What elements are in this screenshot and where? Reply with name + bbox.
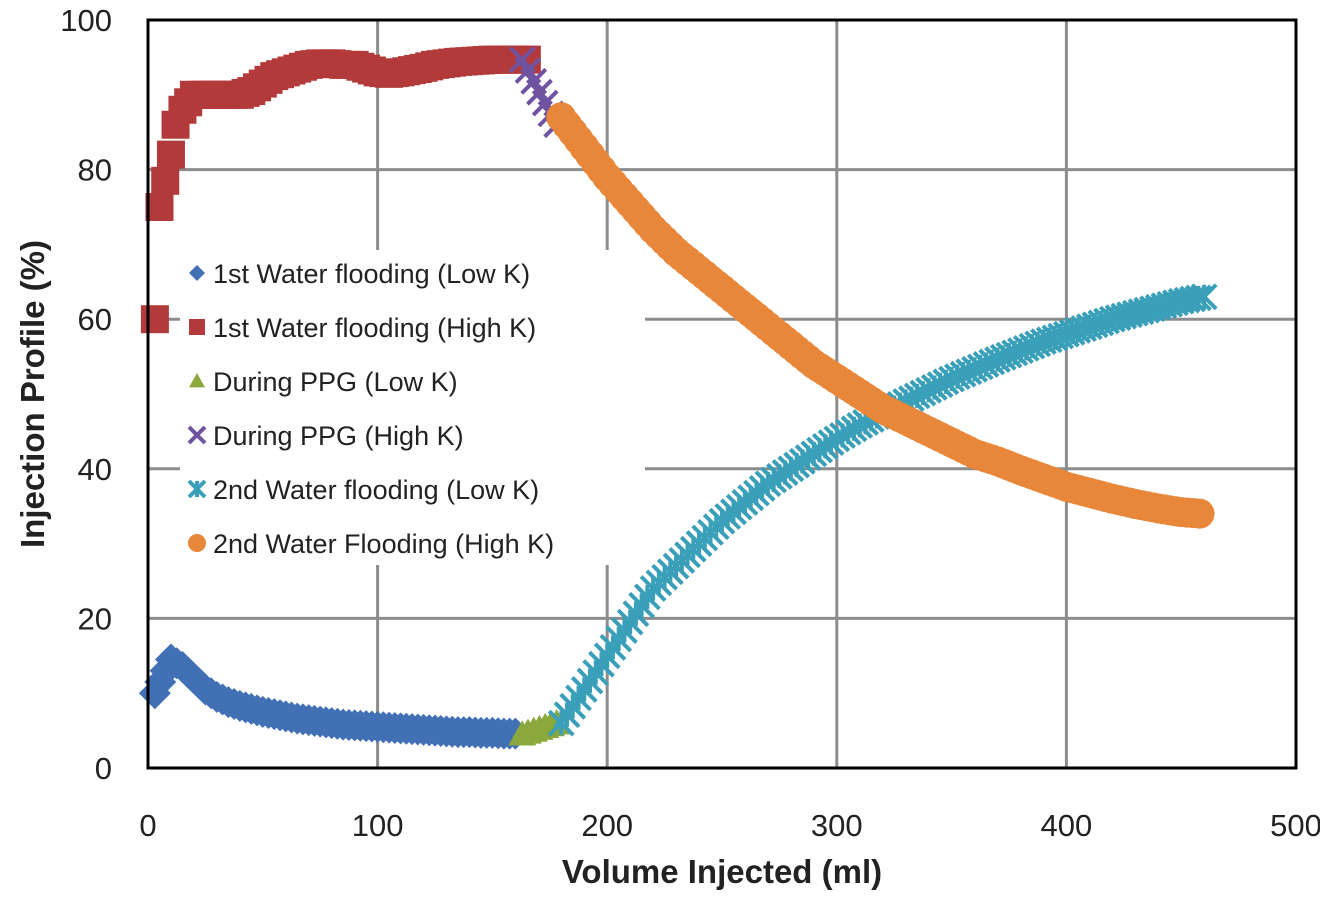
data-point-fill [151,166,180,195]
y-tick-label: 100 [60,3,112,38]
legend-label: 2nd Water Flooding (High K) [213,529,554,559]
legend-label: During PPG (High K) [213,421,464,451]
x-tick-label: 200 [581,808,633,843]
legend-label: 2nd Water flooding (Low K) [213,475,539,505]
legend-marker [187,425,207,445]
series-0 [138,643,532,750]
x-tick-label: 0 [139,808,156,843]
legend-marker [187,479,207,499]
legend-background [180,250,645,565]
y-tick-label: 0 [95,751,112,786]
legend-marker [188,534,206,552]
legend-label: 1st Water flooding (High K) [213,313,536,343]
legend: 1st Water flooding (Low K) 1st Water floo… [180,250,645,565]
legend-marker [189,319,205,335]
data-point [140,305,169,334]
x-tick-label: 300 [811,808,863,843]
y-tick-labels: 0 20 40 60 80 100 [60,3,112,786]
data-point [1184,498,1215,529]
x-tick-label: 100 [352,808,404,843]
legend-entry: 1st Water flooding (Low K) [189,259,530,289]
legend-entry: 2nd Water flooding (Low K) [187,475,539,505]
series-4 [547,283,1218,737]
y-axis-label: Injection Profile (%) [14,240,51,548]
series-5 [546,102,1215,529]
legend-marker [189,265,205,281]
x-tick-label: 500 [1270,808,1320,843]
legend-marker [189,373,205,388]
legend-entry: 2nd Water Flooding (High K) [188,529,554,559]
y-tick-label: 40 [78,452,112,487]
x-tick-label: 400 [1041,808,1093,843]
data-point [1190,283,1218,311]
x-tick-labels: 0 100 200 300 400 500 [139,808,1320,843]
legend-entry: During PPG (Low K) [189,367,458,397]
x-axis-label: Volume Injected (ml) [562,853,882,890]
legend-entry: During PPG (High K) [187,421,464,451]
legend-label: 1st Water flooding (Low K) [213,259,530,289]
data-point [156,140,185,169]
legend-label: During PPG (Low K) [213,367,458,397]
y-tick-label: 60 [78,302,112,337]
plot-frame [146,18,1298,770]
legend-entry: 1st Water flooding (High K) [189,313,536,343]
y-tick-label: 80 [78,153,112,188]
y-tick-label: 20 [78,601,112,636]
data-point [145,193,174,221]
